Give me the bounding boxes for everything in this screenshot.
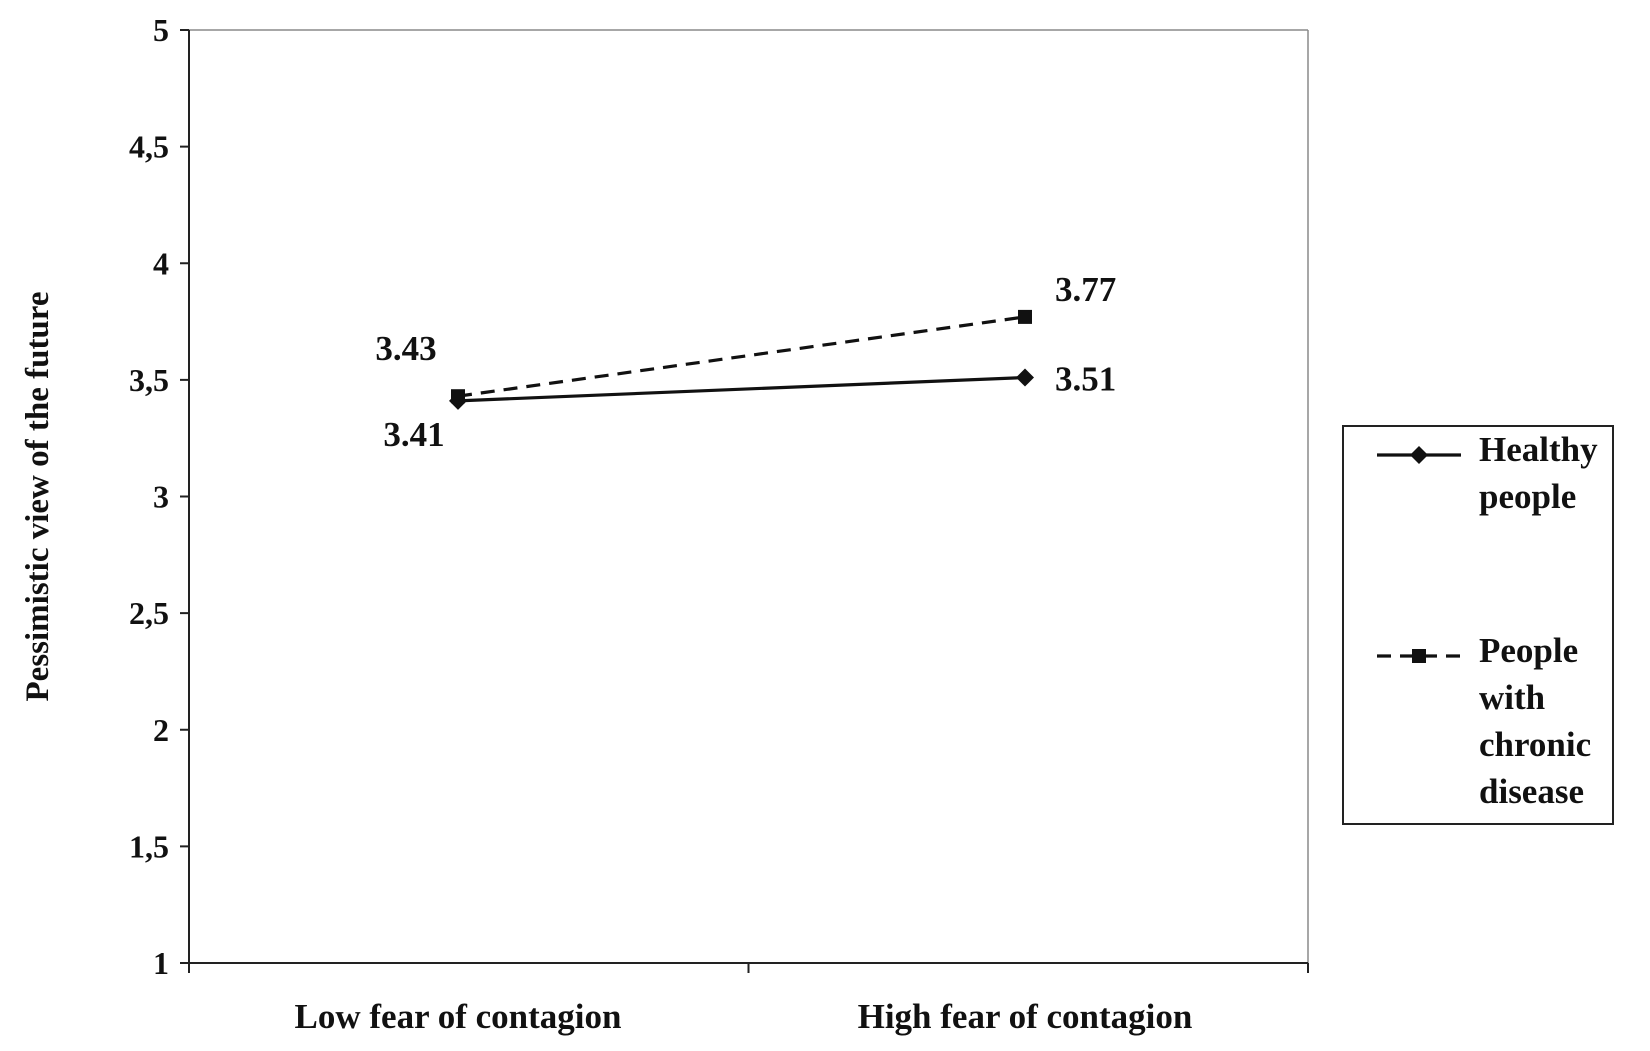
series-point: [451, 389, 465, 404]
legend-label: disease: [1479, 772, 1584, 811]
data-label: 3.77: [1055, 270, 1116, 309]
data-label: 3.41: [383, 415, 444, 454]
legend-marker: [1412, 649, 1426, 663]
y-tick-label: 4: [153, 245, 169, 281]
y-axis-title: Pessimistic view of the future: [20, 292, 56, 702]
y-tick-label: 3,5: [129, 362, 169, 398]
series-lines: [449, 309, 1034, 410]
y-tick-label: 2: [153, 712, 169, 748]
y-tick-label: 4,5: [129, 129, 169, 165]
axes: 1 1,5 2 2,5 3 3,5 4 4,5 5 Low fear of contagion Hi…: [20, 12, 1309, 1036]
y-tick-label: 1: [153, 945, 169, 981]
legend-marker: [1410, 446, 1428, 464]
legend-label: Healthy: [1479, 430, 1598, 469]
y-tick-label: 2,5: [129, 595, 169, 631]
legend-label: people: [1479, 477, 1576, 516]
legend: Healthy people People with chronic disease: [1342, 425, 1614, 825]
legend-box: [1342, 425, 1614, 825]
series-line: [457, 375, 1026, 403]
y-tick-label: 5: [153, 12, 169, 48]
x-category-label: Low fear of contagion: [295, 997, 622, 1036]
y-tick-label: 1,5: [129, 828, 169, 864]
data-labels: 3.41 3.51 3.43 3.77: [375, 270, 1116, 454]
legend-label: chronic: [1479, 725, 1591, 764]
series-point: [1018, 309, 1032, 324]
data-label: 3.51: [1055, 360, 1116, 399]
data-label: 3.43: [375, 329, 436, 368]
y-tick-label: 3: [153, 479, 169, 515]
legend-label: with: [1479, 678, 1545, 717]
legend-label: People: [1479, 631, 1578, 670]
series-line: [457, 315, 1026, 398]
x-category-label: High fear of contagion: [858, 997, 1193, 1036]
series-point: [1016, 368, 1034, 387]
